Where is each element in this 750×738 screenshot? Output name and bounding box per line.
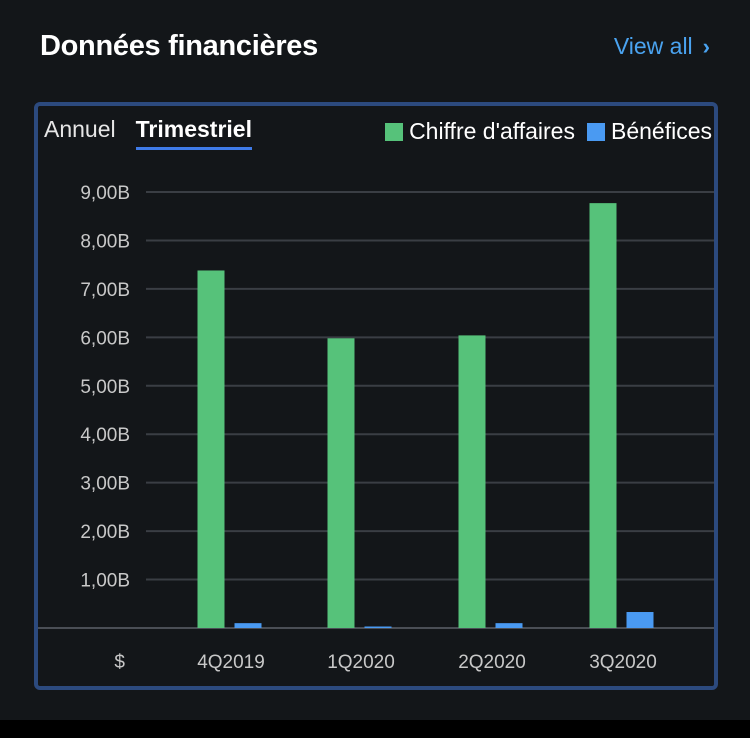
chevron-right-icon: › [702,33,710,59]
bottom-bar [0,720,750,738]
bar-revenue [327,338,355,628]
legend-label-profit: Bénéfices [610,118,712,144]
view-all-label: View all [613,33,693,59]
legend-swatch-revenue [385,122,404,141]
header: Données financières View all › [0,0,750,100]
x-tick-label: 3Q2020 [589,652,657,673]
period-tabs: Annuel Trimestriel [44,116,252,150]
x-tick-label: 1Q2020 [327,652,395,673]
y-tick-label: 2,00B [80,522,130,543]
y-tick-label: 3,00B [80,474,130,495]
bar-profit [626,612,654,628]
tab-annual[interactable]: Annuel [44,116,116,142]
legend-swatch-profit [586,122,605,141]
legend-label-revenue: Chiffre d'affaires [409,118,575,144]
bar-profit [495,623,523,628]
legend-item-profit: Bénéfices [586,118,712,145]
y-tick-label: 6,00B [80,328,130,349]
y-tick-label: 5,00B [80,377,130,398]
y-tick-label: 7,00B [80,280,130,301]
chart-legend: Chiffre d'affaires Bénéfices [385,118,712,145]
y-tick-label: 1,00B [80,571,130,592]
y-tick-label: 4,00B [80,425,130,446]
page-title: Données financières [40,30,318,62]
tab-quarterly[interactable]: Trimestriel [135,116,252,150]
x-tick-label: 2Q2020 [458,652,526,673]
y-axis-unit-label: $ [114,652,125,673]
x-tick-label: 4Q2019 [197,652,265,673]
legend-item-revenue: Chiffre d'affaires [385,118,575,145]
y-tick-label: 8,00B [80,231,130,252]
view-all-link[interactable]: View all › [614,33,710,60]
bar-profit [364,626,392,628]
chart-panel: 1,00B 2,00B 3,00B 4,00B 5,00B 6,00B 7,00B 8,00B… [34,102,718,690]
bar-profit [234,623,262,628]
bar-revenue [589,203,617,628]
bar-revenue [458,335,486,628]
bar-revenue [197,270,225,628]
y-tick-label: 9,00B [80,183,130,204]
bar-chart: 1,00B 2,00B 3,00B 4,00B 5,00B 6,00B 7,00B 8,00B… [38,183,714,673]
